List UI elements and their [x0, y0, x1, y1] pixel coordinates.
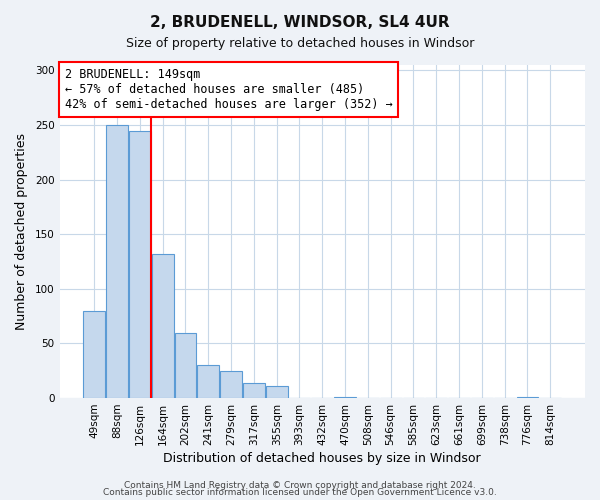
Bar [106, 125, 128, 398]
Bar [220, 371, 242, 398]
Y-axis label: Number of detached properties: Number of detached properties [15, 133, 28, 330]
X-axis label: Distribution of detached houses by size in Windsor: Distribution of detached houses by size … [163, 452, 481, 465]
Text: Contains HM Land Registry data © Crown copyright and database right 2024.: Contains HM Land Registry data © Crown c… [124, 480, 476, 490]
Text: 2 BRUDENELL: 149sqm
← 57% of detached houses are smaller (485)
42% of semi-detac: 2 BRUDENELL: 149sqm ← 57% of detached ho… [65, 68, 392, 112]
Bar [266, 386, 287, 398]
Text: Size of property relative to detached houses in Windsor: Size of property relative to detached ho… [126, 38, 474, 51]
Bar [517, 397, 538, 398]
Bar [83, 310, 105, 398]
Bar [197, 366, 219, 398]
Text: 2, BRUDENELL, WINDSOR, SL4 4UR: 2, BRUDENELL, WINDSOR, SL4 4UR [150, 15, 450, 30]
Bar [175, 332, 196, 398]
Text: Contains public sector information licensed under the Open Government Licence v3: Contains public sector information licen… [103, 488, 497, 497]
Bar [243, 383, 265, 398]
Bar [334, 397, 356, 398]
Bar [129, 130, 151, 398]
Bar [152, 254, 173, 398]
